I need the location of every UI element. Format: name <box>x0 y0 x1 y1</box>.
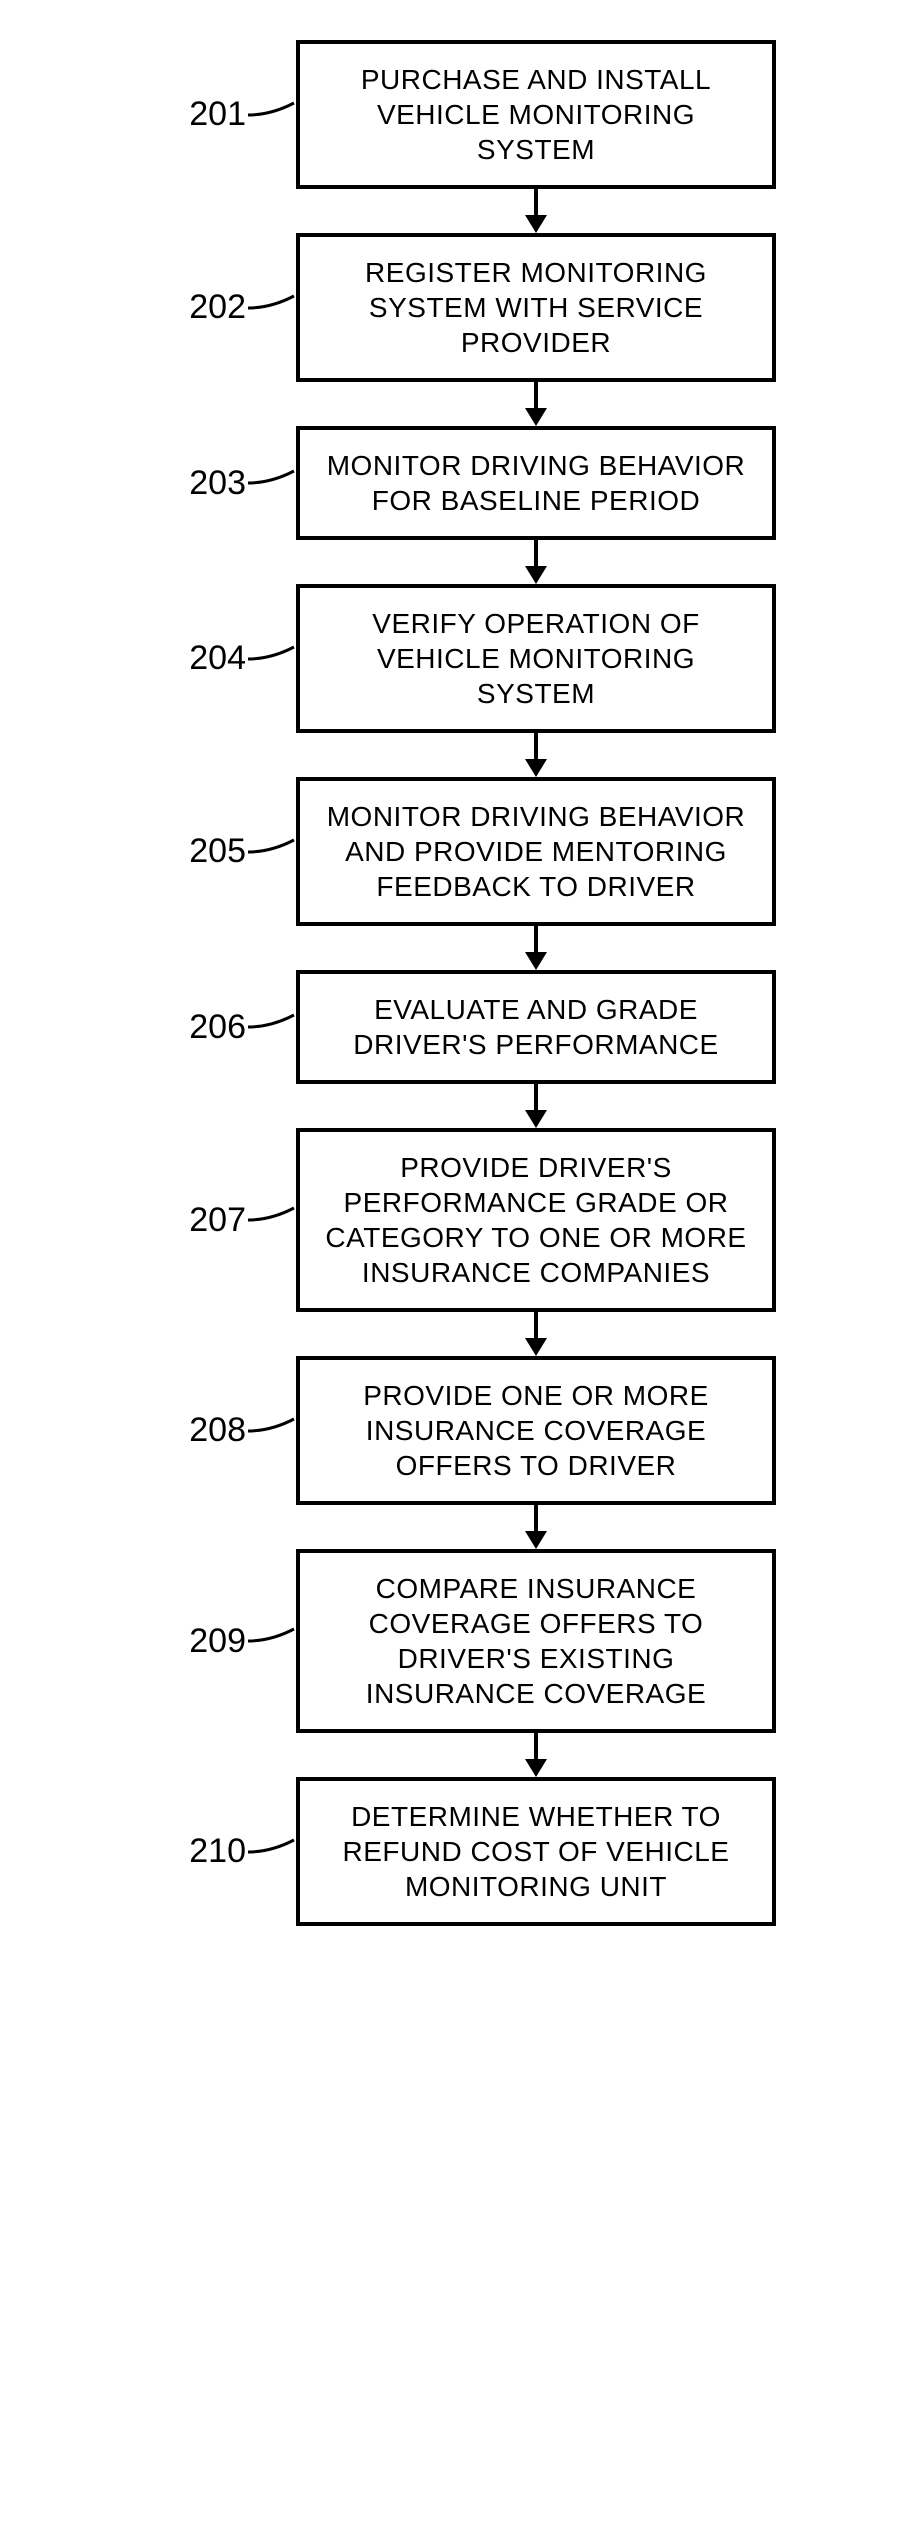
step-box: PROVIDE ONE OR MORE INSURANCE COVERAGE O… <box>296 1356 776 1505</box>
step-box: COMPARE INSURANCE COVERAGE OFFERS TO DRI… <box>296 1549 776 1733</box>
step-box: MONITOR DRIVING BEHAVIOR FOR BASELINE PE… <box>296 426 776 540</box>
label-connector <box>246 288 296 328</box>
step-row: 207 PROVIDE DRIVER'S PERFORMANCE GRADE O… <box>21 1128 881 1312</box>
label-connector <box>246 1411 296 1451</box>
step-row: 210 DETERMINE WHETHER TO REFUND COST OF … <box>21 1777 881 1926</box>
step-id-label: 210 <box>126 1832 246 1871</box>
step-id-label: 207 <box>126 1201 246 1240</box>
arrow-down-icon <box>21 926 881 970</box>
step-row: 203 MONITOR DRIVING BEHAVIOR FOR BASELIN… <box>21 426 881 540</box>
flowchart-container: 201 PURCHASE AND INSTALL VEHICLE MONITOR… <box>21 40 881 1926</box>
arrow-down-icon <box>21 189 881 233</box>
step-box: PURCHASE AND INSTALL VEHICLE MONITORING … <box>296 40 776 189</box>
arrow-down-icon <box>21 733 881 777</box>
step-id-label: 202 <box>126 288 246 327</box>
step-row: 208 PROVIDE ONE OR MORE INSURANCE COVERA… <box>21 1356 881 1505</box>
step-box: VERIFY OPERATION OF VEHICLE MONITORING S… <box>296 584 776 733</box>
step-box: PROVIDE DRIVER'S PERFORMANCE GRADE OR CA… <box>296 1128 776 1312</box>
label-connector <box>246 95 296 135</box>
step-row: 202 REGISTER MONITORING SYSTEM WITH SERV… <box>21 233 881 382</box>
label-connector <box>246 463 296 503</box>
step-id-label: 208 <box>126 1411 246 1450</box>
step-id-label: 205 <box>126 832 246 871</box>
arrow-down-icon <box>21 1733 881 1777</box>
step-box: DETERMINE WHETHER TO REFUND COST OF VEHI… <box>296 1777 776 1926</box>
arrow-down-icon <box>21 1505 881 1549</box>
step-box: REGISTER MONITORING SYSTEM WITH SERVICE … <box>296 233 776 382</box>
step-id-label: 206 <box>126 1008 246 1047</box>
arrow-down-icon <box>21 1084 881 1128</box>
step-id-label: 204 <box>126 639 246 678</box>
label-connector <box>246 1007 296 1047</box>
step-id-label: 209 <box>126 1622 246 1661</box>
step-row: 206 EVALUATE AND GRADE DRIVER'S PERFORMA… <box>21 970 881 1084</box>
step-row: 209 COMPARE INSURANCE COVERAGE OFFERS TO… <box>21 1549 881 1733</box>
label-connector <box>246 1621 296 1661</box>
step-id-label: 201 <box>126 95 246 134</box>
label-connector <box>246 1200 296 1240</box>
label-connector <box>246 639 296 679</box>
step-id-label: 203 <box>126 464 246 503</box>
step-row: 204 VERIFY OPERATION OF VEHICLE MONITORI… <box>21 584 881 733</box>
arrow-down-icon <box>21 382 881 426</box>
arrow-down-icon <box>21 540 881 584</box>
arrow-down-icon <box>21 1312 881 1356</box>
step-box: MONITOR DRIVING BEHAVIOR AND PROVIDE MEN… <box>296 777 776 926</box>
label-connector <box>246 1832 296 1872</box>
step-row: 205 MONITOR DRIVING BEHAVIOR AND PROVIDE… <box>21 777 881 926</box>
step-box: EVALUATE AND GRADE DRIVER'S PERFORMANCE <box>296 970 776 1084</box>
step-row: 201 PURCHASE AND INSTALL VEHICLE MONITOR… <box>21 40 881 189</box>
label-connector <box>246 832 296 872</box>
